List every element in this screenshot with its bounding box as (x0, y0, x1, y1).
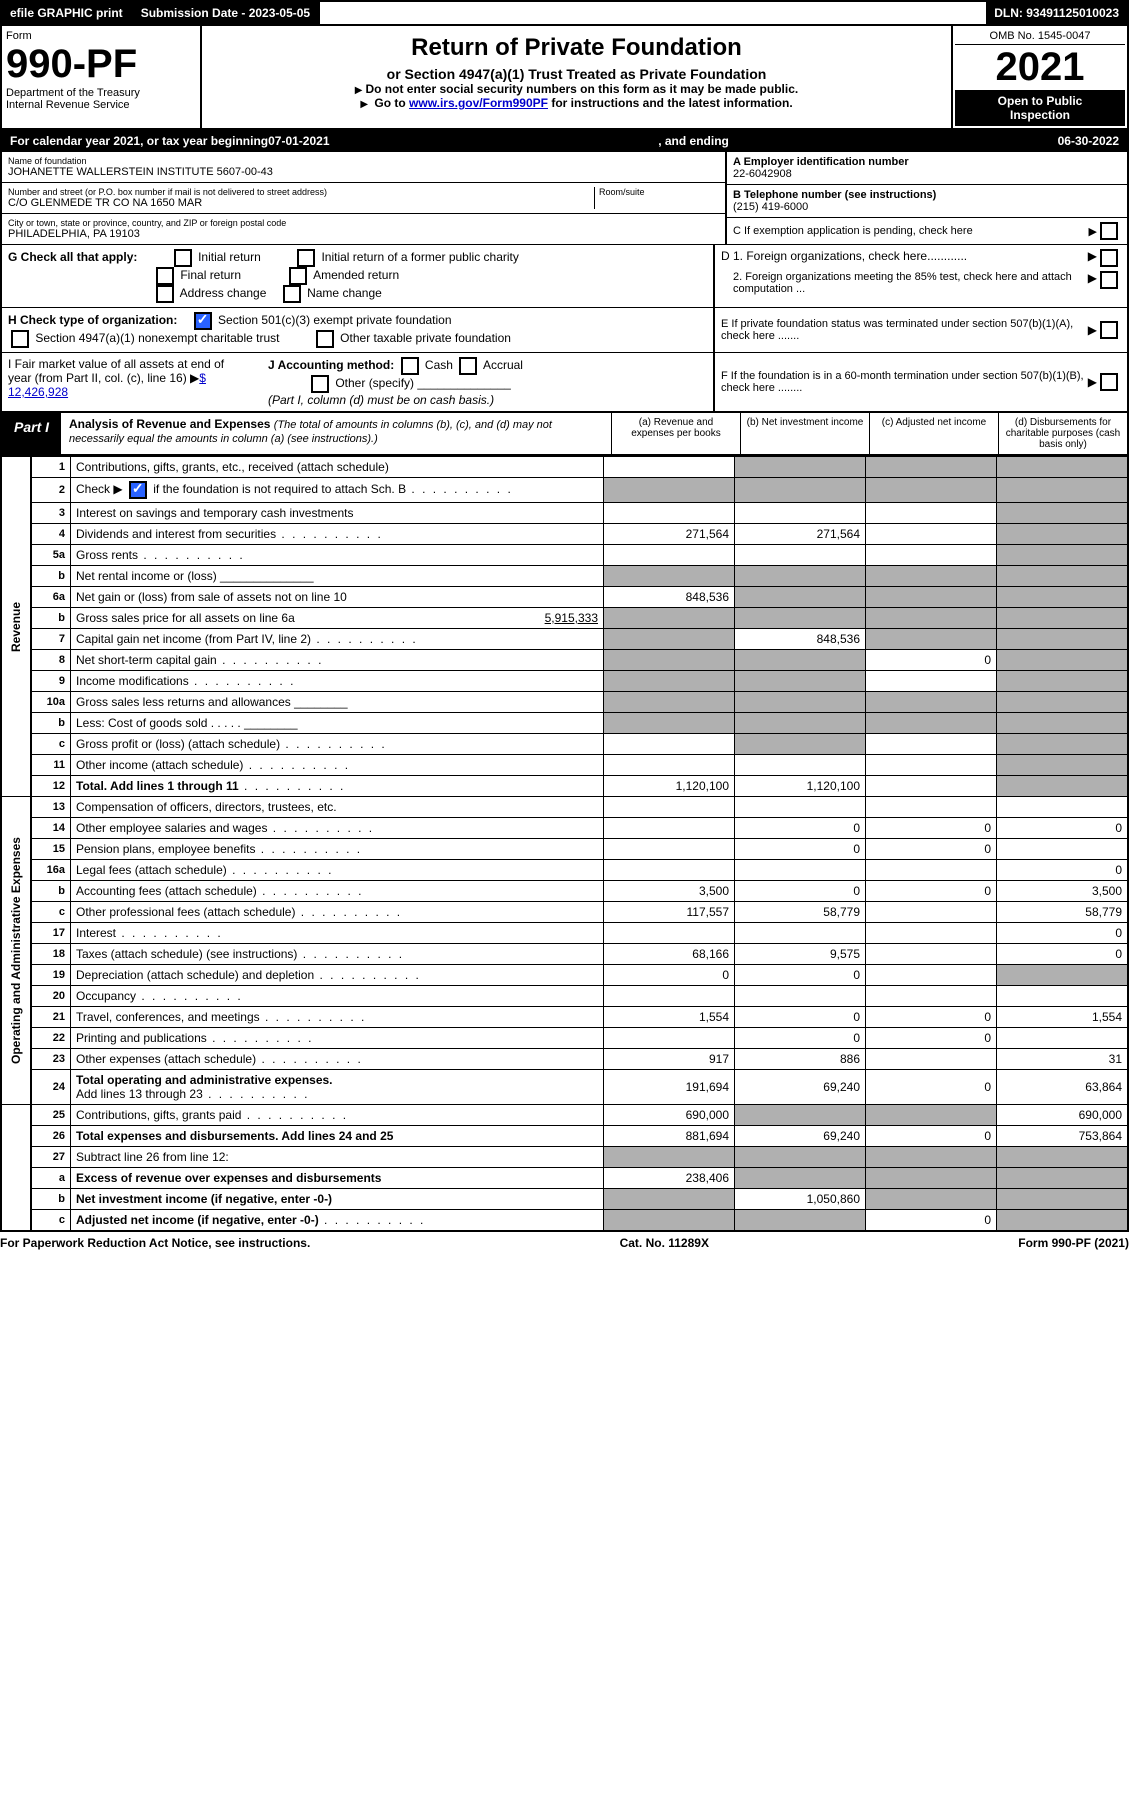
foundation-name: JOHANETTE WALLERSTEIN INSTITUTE 5607-00-… (8, 166, 719, 178)
form990pf-link[interactable]: www.irs.gov/Form990PF (409, 96, 548, 110)
g-initial-checkbox[interactable] (174, 249, 192, 267)
section-c-label: C If exemption application is pending, c… (733, 225, 1089, 237)
d2-checkbox[interactable] (1100, 271, 1118, 289)
j-label: J Accounting method: (268, 358, 394, 372)
form-header: Form 990-PF Department of the Treasury I… (0, 26, 1129, 130)
col-c-header: (c) Adjusted net income (869, 413, 998, 454)
footer-mid: Cat. No. 11289X (620, 1236, 709, 1250)
efile-label[interactable]: efile GRAPHIC print (2, 2, 133, 24)
page-footer: For Paperwork Reduction Act Notice, see … (0, 1232, 1129, 1254)
phone-label: B Telephone number (see instructions) (733, 189, 936, 201)
h-501c3-checkbox[interactable] (194, 312, 212, 330)
col-b-header: (b) Net investment income (740, 413, 869, 454)
dept-label: Department of the Treasury (6, 87, 196, 99)
d1-label: D 1. Foreign organizations, check here..… (721, 249, 1088, 267)
form-number: 990-PF (6, 42, 196, 87)
g-addr-checkbox[interactable] (156, 285, 174, 303)
open-public-label: Open to PublicInspection (955, 90, 1125, 126)
addr-label: Number and street (or P.O. box number if… (8, 187, 594, 197)
g-name-checkbox[interactable] (283, 285, 301, 303)
i-label: I Fair market value of all assets at end… (8, 357, 224, 385)
f-label: F If the foundation is in a 60-month ter… (721, 370, 1088, 394)
tax-year: 2021 (955, 45, 1125, 90)
j-cash-checkbox[interactable] (401, 357, 419, 375)
section-h-e: H Check type of organization: Section 50… (0, 308, 1129, 353)
part-1-header: Part I Analysis of Revenue and Expenses … (0, 413, 1129, 456)
e-checkbox[interactable] (1100, 321, 1118, 339)
h-other-checkbox[interactable] (316, 330, 334, 348)
d2-label: 2. Foreign organizations meeting the 85%… (721, 271, 1088, 295)
col-a-header: (a) Revenue and expenses per books (611, 413, 740, 454)
omb-number: OMB No. 1545-0047 (955, 28, 1125, 45)
f-checkbox[interactable] (1100, 373, 1118, 391)
col-d-header: (d) Disbursements for charitable purpose… (998, 413, 1127, 454)
h-label: H Check type of organization: (8, 313, 177, 327)
g-label: G Check all that apply: (8, 250, 137, 264)
calendar-year-row: For calendar year 2021, or tax year begi… (0, 130, 1129, 152)
top-bar: efile GRAPHIC print Submission Date - 20… (0, 0, 1129, 26)
e-label: E If private foundation status was termi… (721, 318, 1088, 342)
footer-right: Form 990-PF (2021) (1018, 1236, 1129, 1250)
submission-date: Submission Date - 2023-05-05 (133, 2, 320, 24)
part-1-title: Analysis of Revenue and Expenses (69, 417, 270, 431)
g-amended-checkbox[interactable] (289, 267, 307, 285)
ein-label: A Employer identification number (733, 156, 909, 168)
form-subtitle: or Section 4947(a)(1) Trust Treated as P… (206, 66, 947, 82)
g-initial-pub-checkbox[interactable] (297, 249, 315, 267)
j-other-checkbox[interactable] (311, 375, 329, 393)
form-title: Return of Private Foundation (206, 34, 947, 62)
instruction-2: Go to www.irs.gov/Form990PF for instruct… (206, 96, 947, 110)
foundation-info: Name of foundation JOHANETTE WALLERSTEIN… (0, 152, 1129, 245)
schb-checkbox[interactable] (129, 481, 147, 499)
footer-left: For Paperwork Reduction Act Notice, see … (0, 1236, 310, 1250)
part-1-label: Part I (2, 413, 61, 454)
section-i-j-f: I Fair market value of all assets at end… (0, 353, 1129, 413)
instruction-1: Do not enter social security numbers on … (206, 82, 947, 96)
h-4947-checkbox[interactable] (11, 330, 29, 348)
city-label: City or town, state or province, country… (8, 218, 719, 228)
foundation-city: PHILADELPHIA, PA 19103 (8, 228, 719, 240)
part-1-table: Revenue 1Contributions, gifts, grants, e… (0, 456, 1129, 1232)
section-g-d: G Check all that apply: Initial return I… (0, 245, 1129, 308)
j-accrual-checkbox[interactable] (459, 357, 477, 375)
name-label: Name of foundation (8, 156, 719, 166)
dln: DLN: 93491125010023 (986, 2, 1127, 24)
form-label: Form (6, 30, 196, 42)
ein-value: 22-6042908 (733, 168, 792, 180)
g-final-checkbox[interactable] (156, 267, 174, 285)
j-note: (Part I, column (d) must be on cash basi… (268, 393, 494, 407)
irs-label: Internal Revenue Service (6, 99, 196, 111)
section-c-checkbox[interactable] (1100, 222, 1118, 240)
expenses-vert-label: Operating and Administrative Expenses (1, 797, 31, 1105)
foundation-address: C/O GLENMEDE TR CO NA 1650 MAR (8, 197, 594, 209)
phone-value: (215) 419-6000 (733, 201, 808, 213)
room-label: Room/suite (599, 187, 719, 197)
revenue-vert-label: Revenue (1, 457, 31, 797)
d1-checkbox[interactable] (1100, 249, 1118, 267)
